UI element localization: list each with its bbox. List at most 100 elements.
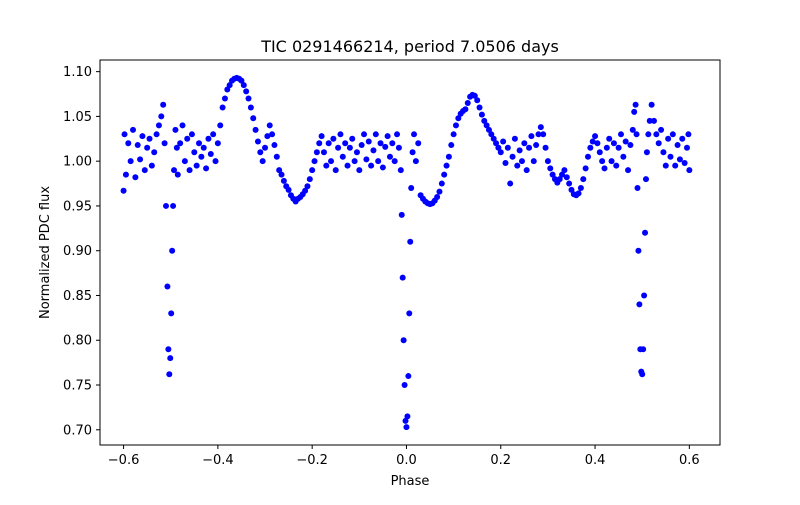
data-point bbox=[540, 131, 547, 138]
data-point bbox=[407, 238, 414, 245]
data-point bbox=[483, 122, 490, 129]
data-point bbox=[603, 144, 610, 151]
data-point bbox=[462, 106, 469, 113]
data-point bbox=[658, 126, 665, 133]
data-point bbox=[537, 124, 544, 131]
data-point bbox=[311, 158, 318, 165]
data-point bbox=[404, 413, 411, 420]
y-tick-label: 0.70 bbox=[63, 423, 92, 438]
data-point bbox=[684, 144, 690, 151]
data-point bbox=[653, 131, 660, 138]
data-point bbox=[226, 82, 233, 89]
data-point bbox=[262, 144, 269, 151]
data-point bbox=[617, 131, 624, 138]
data-point bbox=[325, 140, 332, 147]
data-point bbox=[500, 138, 507, 145]
data-point bbox=[660, 149, 667, 156]
data-point bbox=[170, 202, 177, 209]
data-point bbox=[685, 131, 692, 138]
data-point bbox=[662, 162, 669, 169]
data-point bbox=[511, 135, 518, 142]
data-point bbox=[633, 131, 640, 138]
plot-border bbox=[99, 59, 721, 446]
data-point bbox=[198, 153, 205, 160]
data-point bbox=[384, 133, 391, 140]
data-point bbox=[245, 95, 252, 102]
data-point bbox=[452, 122, 459, 129]
data-point bbox=[528, 133, 535, 140]
data-point bbox=[632, 101, 639, 108]
data-point bbox=[587, 144, 594, 151]
data-point bbox=[169, 247, 176, 254]
data-point bbox=[665, 135, 672, 142]
data-point bbox=[173, 144, 180, 151]
data-point bbox=[191, 149, 198, 156]
data-point bbox=[399, 274, 406, 281]
x-tick-label: 0.2 bbox=[490, 453, 511, 468]
data-point bbox=[556, 176, 563, 183]
data-point bbox=[339, 153, 346, 160]
data-point bbox=[269, 131, 276, 138]
data-point bbox=[402, 417, 409, 424]
data-point bbox=[535, 131, 542, 138]
data-point bbox=[342, 140, 349, 147]
x-axis-label: Phase bbox=[391, 474, 430, 489]
data-point bbox=[448, 142, 455, 149]
data-point bbox=[405, 373, 412, 380]
data-point bbox=[521, 140, 528, 147]
data-point bbox=[497, 149, 504, 156]
data-point bbox=[363, 156, 370, 163]
data-point bbox=[247, 104, 254, 111]
data-point bbox=[153, 131, 160, 138]
y-tick-label: 1.00 bbox=[63, 155, 92, 170]
data-point bbox=[544, 158, 551, 165]
data-point bbox=[243, 88, 250, 95]
data-point bbox=[353, 149, 360, 156]
data-point bbox=[158, 113, 165, 120]
data-point bbox=[179, 122, 186, 129]
data-point bbox=[351, 158, 358, 165]
data-point bbox=[349, 135, 356, 142]
data-point bbox=[125, 140, 132, 147]
data-point bbox=[629, 126, 636, 133]
data-point bbox=[669, 131, 676, 138]
data-point bbox=[151, 149, 158, 156]
data-point bbox=[507, 180, 514, 187]
data-point bbox=[139, 133, 146, 140]
data-point bbox=[502, 159, 509, 166]
data-point bbox=[365, 138, 372, 145]
data-point bbox=[648, 101, 655, 108]
data-point bbox=[563, 174, 570, 181]
data-point bbox=[655, 140, 662, 147]
data-point bbox=[518, 158, 525, 165]
data-point bbox=[514, 162, 521, 169]
data-point bbox=[134, 142, 141, 149]
data-point bbox=[667, 153, 674, 160]
data-point bbox=[372, 131, 379, 138]
data-point bbox=[408, 185, 415, 192]
plot-area bbox=[100, 60, 720, 445]
data-point bbox=[406, 310, 413, 317]
data-point bbox=[642, 229, 649, 236]
data-point bbox=[212, 158, 219, 165]
data-point bbox=[584, 153, 591, 160]
data-point bbox=[264, 133, 271, 140]
data-point bbox=[620, 153, 627, 160]
data-point bbox=[681, 159, 688, 166]
data-point bbox=[144, 144, 151, 151]
data-point bbox=[443, 162, 450, 169]
data-point bbox=[167, 355, 174, 362]
y-tick-label: 0.80 bbox=[63, 334, 92, 349]
y-axis-label: Normalized PDC flux bbox=[38, 186, 53, 319]
data-point bbox=[252, 126, 259, 133]
data-point bbox=[608, 158, 615, 165]
data-point bbox=[610, 140, 617, 147]
data-point bbox=[257, 149, 264, 156]
data-point bbox=[646, 117, 653, 124]
data-point bbox=[493, 140, 500, 147]
data-point bbox=[582, 165, 589, 172]
data-point bbox=[434, 193, 441, 200]
data-point bbox=[370, 147, 377, 154]
data-point bbox=[526, 144, 533, 151]
